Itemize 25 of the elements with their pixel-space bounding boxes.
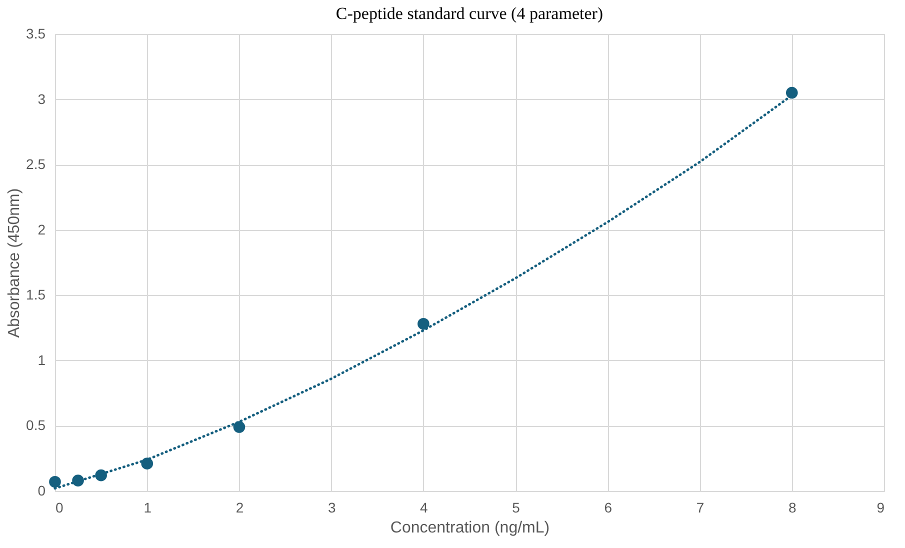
y-tick-label: 1 bbox=[38, 352, 46, 368]
y-tick-label: 2.5 bbox=[26, 156, 46, 172]
x-tick-label: 6 bbox=[604, 500, 612, 516]
point bbox=[233, 421, 246, 433]
y-tick-label: 3 bbox=[38, 90, 46, 107]
x-tick-label: 0 bbox=[56, 500, 64, 516]
y-tick-label: 0.5 bbox=[26, 417, 46, 434]
x-tick-label: 4 bbox=[420, 500, 428, 516]
y-tick-label: 3.5 bbox=[26, 26, 46, 42]
point bbox=[786, 86, 798, 99]
x-tick-label: 1 bbox=[144, 500, 152, 516]
x-tick-label: 3 bbox=[328, 500, 336, 516]
x-tick-label: 5 bbox=[512, 500, 520, 516]
point bbox=[49, 476, 61, 488]
x-tick-label: 2 bbox=[236, 500, 244, 516]
point bbox=[418, 318, 430, 330]
x-tick-label: 7 bbox=[696, 500, 704, 516]
chart-title: C-peptide standard curve (4 parameter) bbox=[336, 4, 604, 23]
y-tick-label: 2 bbox=[38, 221, 46, 238]
x-tick-label: 8 bbox=[788, 500, 796, 516]
x-tick-label: 9 bbox=[876, 500, 885, 516]
y-axis-title: Absorbance (450nm) bbox=[6, 188, 24, 338]
y-tick-label: 1.5 bbox=[26, 286, 46, 303]
y-tick-label: 0 bbox=[38, 482, 46, 498]
x-axis-title: Concentration (ng/mL) bbox=[390, 520, 550, 536]
